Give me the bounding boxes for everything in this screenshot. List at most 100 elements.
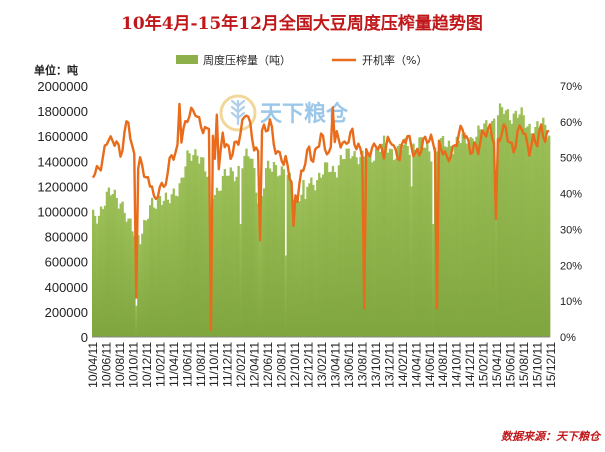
wheat-logo-icon: [219, 94, 257, 132]
bar: [528, 123, 531, 337]
bar: [198, 163, 201, 337]
legend-swatch-bar: [176, 55, 198, 64]
bar: [213, 195, 217, 337]
bar: [99, 206, 103, 337]
bar: [95, 223, 99, 337]
bar: [426, 142, 429, 337]
bar: [504, 110, 508, 337]
bar: [359, 156, 362, 337]
bar: [113, 189, 116, 337]
y-tick-right-label: 10%: [560, 296, 582, 308]
bar: [308, 183, 311, 337]
bar: [176, 196, 179, 337]
bar: [180, 177, 183, 337]
bar: [414, 149, 417, 337]
bar: [139, 244, 142, 337]
bar: [194, 149, 197, 337]
bar: [420, 137, 423, 337]
bar: [479, 129, 482, 337]
bar: [449, 146, 453, 337]
bar: [217, 190, 221, 337]
y-tick-left-label: 800000: [45, 230, 88, 245]
bar: [109, 195, 113, 337]
bar: [103, 205, 107, 337]
bar: [371, 162, 374, 337]
bar: [223, 169, 227, 337]
bar: [339, 155, 342, 337]
y-tick-left-label: 1000000: [37, 205, 88, 220]
x-tick-label: 10/08/11: [113, 342, 127, 388]
x-tick-label: 14/12/11: [463, 342, 477, 388]
bar: [172, 188, 175, 337]
bar: [235, 176, 238, 337]
x-tick-label: 14/10/11: [450, 342, 464, 388]
x-tick-label: 14/02/11: [396, 342, 410, 388]
bar: [378, 151, 382, 337]
y-tick-right-label: 30%: [560, 224, 582, 236]
bar: [333, 172, 337, 337]
x-tick-label: 10/10/11: [126, 342, 140, 388]
bar: [97, 215, 101, 337]
x-tick-label: 14/08/11: [436, 342, 450, 388]
bar: [233, 181, 236, 337]
bar: [540, 126, 543, 338]
bar: [457, 140, 460, 337]
bar: [512, 113, 515, 337]
x-tick-label: 14/06/11: [423, 342, 437, 388]
bar: [105, 191, 109, 337]
bar: [206, 176, 209, 337]
bar: [288, 172, 291, 337]
bar: [473, 144, 476, 337]
bar: [123, 212, 126, 337]
bar: [402, 144, 405, 337]
bar: [278, 175, 282, 337]
bar: [135, 305, 138, 338]
y-tick-right-label: 20%: [560, 260, 582, 272]
bar: [300, 194, 303, 337]
bar: [101, 209, 105, 337]
bar: [192, 155, 195, 337]
bar: [416, 148, 419, 337]
bar: [321, 174, 325, 337]
chart-title: 10年4月-15年12月全国大豆周度压榨量趋势图: [121, 13, 483, 34]
bar: [133, 235, 136, 337]
bar: [496, 115, 500, 338]
bar: [302, 180, 305, 337]
bar: [508, 120, 512, 338]
bar: [164, 192, 168, 337]
x-tick-label: 13/10/11: [369, 342, 383, 388]
x-tick-label: 13/02/11: [315, 342, 329, 388]
bar: [518, 114, 521, 337]
bar: [274, 164, 278, 337]
bar: [498, 103, 502, 338]
bar: [131, 231, 134, 337]
bar: [241, 168, 244, 337]
x-tick-label: 13/06/11: [342, 342, 356, 388]
x-tick-label: 11/02/11: [153, 342, 167, 387]
x-tick-label: 11/08/11: [194, 342, 208, 387]
bar: [353, 151, 356, 337]
legend: 周度压榨量（吨） 开机率（%）: [176, 53, 427, 67]
bar: [483, 123, 486, 338]
bar: [190, 160, 193, 337]
bar: [418, 137, 421, 337]
bar: [530, 133, 533, 337]
bar: [310, 177, 313, 337]
bar: [243, 155, 246, 337]
bar: [524, 127, 527, 337]
bar: [481, 132, 484, 337]
x-tick-label: 10/04/11: [86, 342, 100, 388]
bar: [441, 136, 445, 337]
bar: [329, 171, 333, 337]
bar: [127, 218, 130, 337]
bar: [347, 148, 350, 337]
bar: [388, 148, 392, 337]
bar: [141, 233, 144, 337]
bar: [514, 110, 517, 337]
bar: [147, 218, 150, 337]
bar: [268, 168, 272, 337]
bar: [196, 155, 199, 337]
x-tick-label: 12/06/11: [261, 342, 275, 388]
y-axis-right: 70% 60% 50% 40% 30% 20% 10% 0%: [560, 81, 582, 344]
